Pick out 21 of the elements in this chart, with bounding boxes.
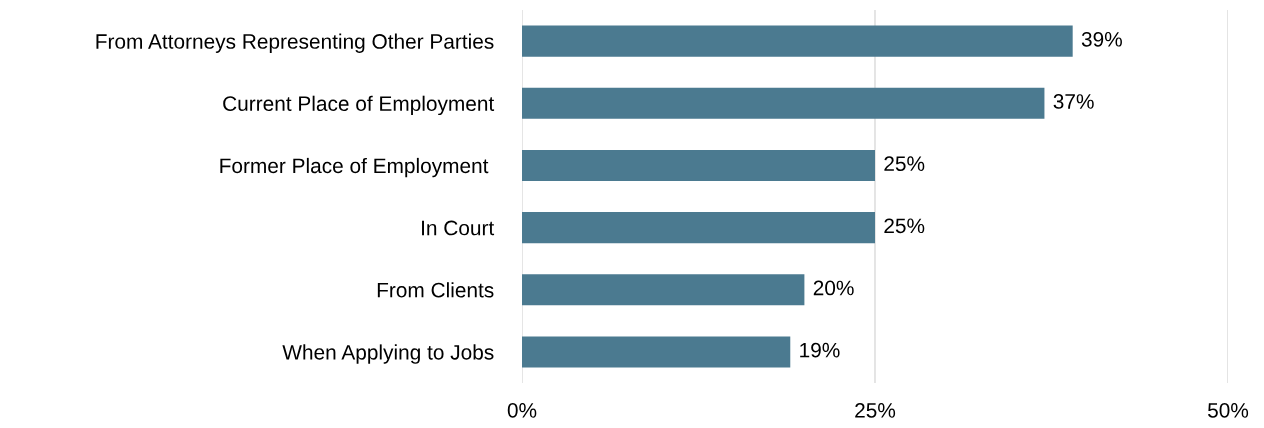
y-tick-label: In Court (422, 220, 495, 236)
bar (522, 25, 1073, 57)
y-tick-label: From Clients (377, 282, 494, 298)
x-tick-label: 0% (507, 402, 537, 418)
bar (522, 149, 875, 181)
bar (522, 274, 805, 306)
x-tick-label: 50% (1207, 402, 1249, 418)
y-tick-label: Former Place of Employment (220, 157, 489, 178)
y-tick-label: From Attorneys Representing Other Parties (96, 33, 494, 53)
data-label: 20% (813, 280, 854, 296)
data-label: 37% (1053, 94, 1094, 109)
data-label: 25% (884, 156, 925, 172)
bar (522, 336, 791, 368)
bar (522, 87, 1045, 119)
y-tick-label: When Applying to Jobs (282, 344, 494, 364)
bar (522, 212, 875, 244)
x-tick-label: 25% (855, 402, 896, 418)
data-label: 19% (800, 342, 840, 358)
y-tick-label: Current Place of Employment (223, 95, 495, 116)
data-label: 25% (884, 218, 925, 234)
data-label: 39% (1081, 31, 1122, 47)
